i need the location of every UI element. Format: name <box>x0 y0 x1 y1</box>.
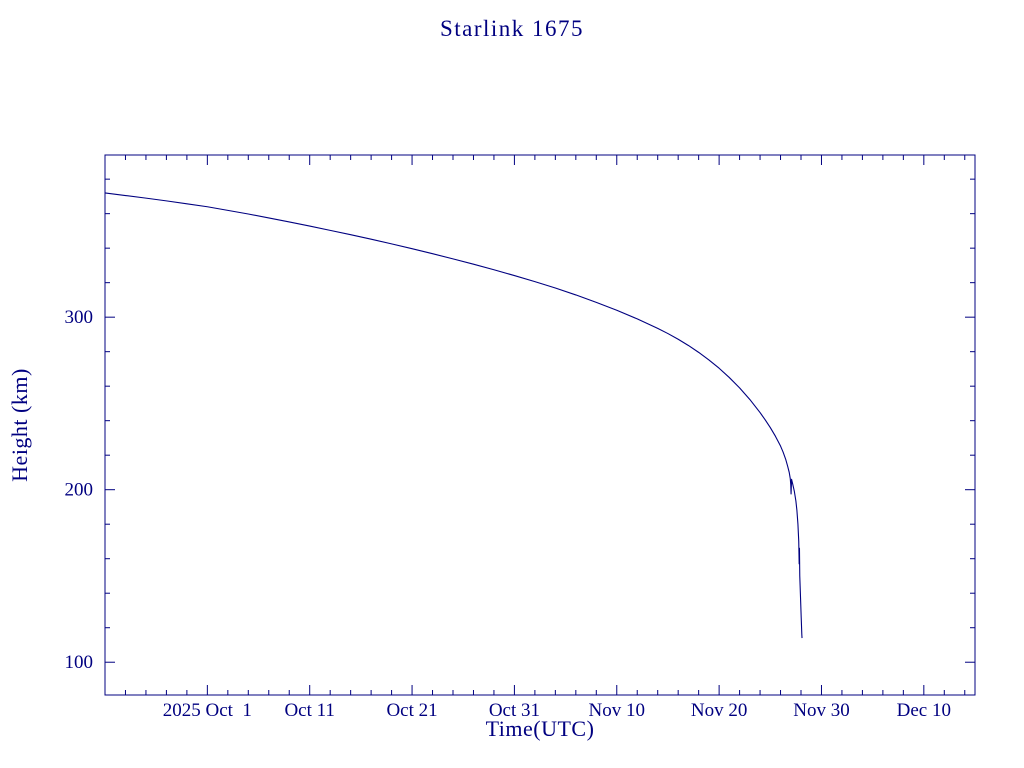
x-tick-label: Nov 20 <box>691 700 747 721</box>
x-tick-label: Oct 11 <box>284 700 334 721</box>
x-axis-label: Time(UTC) <box>485 716 595 741</box>
chart-title: Starlink 1675 <box>439 16 585 41</box>
y-axis-label: Height (km) <box>7 368 32 482</box>
x-tick-label: Dec 10 <box>897 700 951 721</box>
decay-curve-orbital-height <box>104 192 803 639</box>
plot-frame <box>104 154 976 696</box>
x-tick-label: Nov 10 <box>589 700 645 721</box>
x-tick-label: 2025 Oct 1 <box>163 700 252 721</box>
y-tick-label: 100 <box>65 652 94 673</box>
x-tick-label: Nov 30 <box>793 700 849 721</box>
x-tick-label: Oct 31 <box>489 700 540 721</box>
y-tick-label: 300 <box>65 307 94 328</box>
y-tick-label: 200 <box>65 480 94 501</box>
x-tick-label: Oct 21 <box>386 700 437 721</box>
